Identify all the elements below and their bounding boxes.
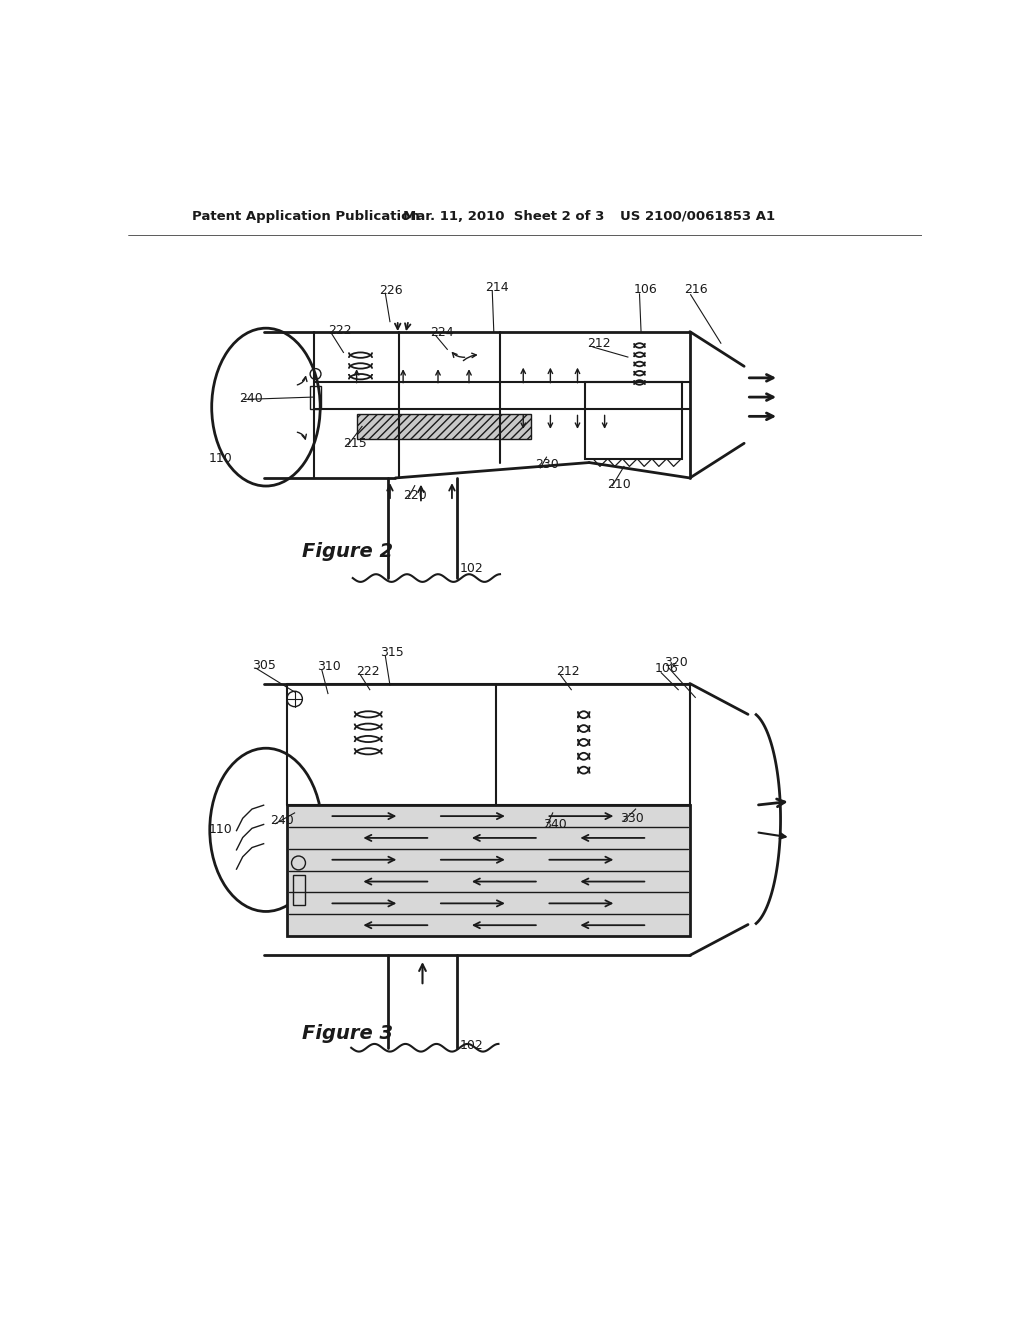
Text: 226: 226 — [379, 284, 402, 297]
Text: 320: 320 — [665, 656, 688, 669]
Text: 222: 222 — [356, 665, 380, 677]
Text: US 2100/0061853 A1: US 2100/0061853 A1 — [621, 210, 775, 223]
Text: 240: 240 — [270, 814, 294, 828]
Bar — [356, 414, 531, 438]
Text: 224: 224 — [430, 326, 454, 339]
Text: 330: 330 — [621, 812, 644, 825]
Text: 305: 305 — [252, 659, 275, 672]
Text: 310: 310 — [317, 660, 341, 673]
Text: 215: 215 — [343, 437, 368, 450]
Text: 216: 216 — [684, 282, 708, 296]
Text: 102: 102 — [460, 562, 483, 576]
Text: 106: 106 — [634, 282, 657, 296]
Text: Figure 3: Figure 3 — [302, 1024, 393, 1043]
Bar — [287, 805, 690, 936]
Text: 240: 240 — [239, 392, 262, 405]
Text: 102: 102 — [460, 1039, 483, 1052]
Text: Patent Application Publication: Patent Application Publication — [191, 210, 419, 223]
Text: 222: 222 — [328, 325, 351, 338]
Bar — [310, 385, 321, 409]
Text: 210: 210 — [607, 478, 631, 491]
Text: 340: 340 — [543, 818, 566, 832]
Text: 110: 110 — [209, 824, 232, 837]
Text: 220: 220 — [403, 490, 427, 502]
Text: 106: 106 — [655, 661, 679, 675]
Text: Mar. 11, 2010  Sheet 2 of 3: Mar. 11, 2010 Sheet 2 of 3 — [403, 210, 604, 223]
Text: 212: 212 — [557, 665, 581, 677]
Text: Figure 2: Figure 2 — [302, 541, 393, 561]
Bar — [293, 874, 305, 906]
Text: 212: 212 — [587, 337, 610, 350]
Text: 110: 110 — [209, 453, 232, 465]
Text: 315: 315 — [380, 647, 403, 659]
Text: 214: 214 — [485, 281, 509, 294]
Bar — [586, 381, 682, 459]
Text: 230: 230 — [535, 458, 559, 471]
